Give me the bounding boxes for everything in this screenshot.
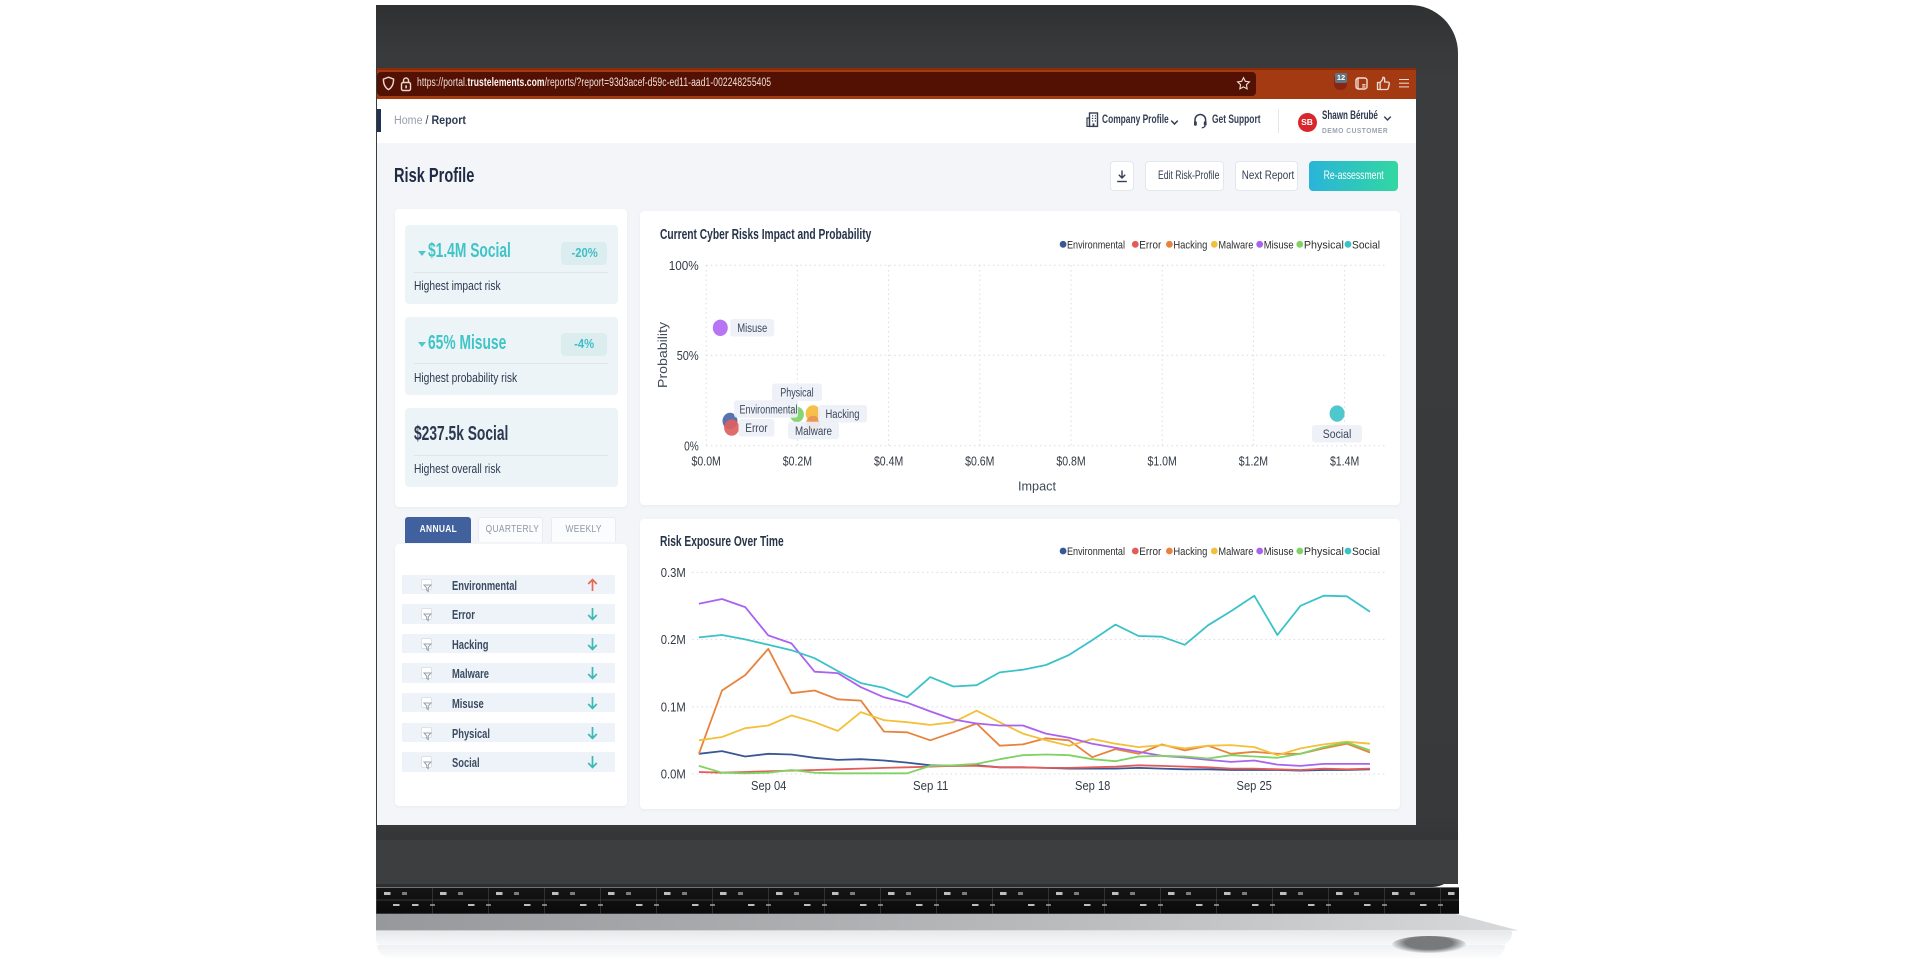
- svg-text:100%: 100%: [669, 258, 699, 273]
- svg-text:Physical: Physical: [1304, 546, 1344, 558]
- svg-text:Misuse: Misuse: [738, 321, 768, 335]
- svg-text:Social: Social: [1352, 240, 1380, 252]
- svg-text:Physical: Physical: [780, 386, 813, 400]
- svg-text:0.2M: 0.2M: [661, 632, 686, 647]
- svg-text:Misuse: Misuse: [1264, 546, 1294, 558]
- svg-text:$1.0M: $1.0M: [1148, 453, 1177, 468]
- svg-text:Sep 18: Sep 18: [1075, 778, 1110, 793]
- svg-text:Sep 25: Sep 25: [1237, 778, 1272, 793]
- svg-text:Probability: Probability: [655, 322, 670, 389]
- svg-text:Malware: Malware: [795, 424, 832, 438]
- svg-text:Environmental: Environmental: [740, 402, 798, 416]
- svg-text:0.3M: 0.3M: [661, 565, 686, 580]
- svg-text:Social: Social: [1323, 427, 1351, 441]
- svg-text:Malware: Malware: [1219, 240, 1254, 252]
- svg-text:Misuse: Misuse: [1264, 240, 1294, 252]
- svg-text:$0.2M: $0.2M: [783, 453, 812, 468]
- svg-text:Hacking: Hacking: [1174, 240, 1208, 252]
- svg-text:$1.2M: $1.2M: [1239, 453, 1268, 468]
- svg-text:Environmental: Environmental: [1067, 546, 1125, 558]
- svg-text:Physical: Physical: [1304, 240, 1344, 252]
- svg-text:Hacking: Hacking: [1174, 546, 1208, 558]
- svg-text:$0.6M: $0.6M: [965, 453, 994, 468]
- svg-text:Social: Social: [1352, 546, 1380, 558]
- svg-text:Malware: Malware: [1219, 546, 1254, 558]
- svg-text:Error: Error: [745, 421, 767, 435]
- svg-text:$0.8M: $0.8M: [1057, 453, 1086, 468]
- svg-text:$1.4M: $1.4M: [1330, 453, 1359, 468]
- svg-text:Environmental: Environmental: [1067, 240, 1125, 252]
- svg-text:Sep 04: Sep 04: [751, 778, 786, 793]
- svg-text:50%: 50%: [677, 348, 699, 363]
- svg-text:Sep 11: Sep 11: [913, 778, 948, 793]
- svg-text:$0.0M: $0.0M: [692, 453, 721, 468]
- svg-text:Hacking: Hacking: [826, 407, 860, 421]
- svg-text:Error: Error: [1140, 240, 1162, 252]
- svg-text:$0.4M: $0.4M: [874, 453, 903, 468]
- svg-text:0.1M: 0.1M: [661, 699, 686, 714]
- svg-text:0.0M: 0.0M: [661, 766, 686, 781]
- svg-text:Error: Error: [1140, 546, 1162, 558]
- svg-text:Impact: Impact: [1018, 479, 1056, 494]
- svg-text:0%: 0%: [684, 438, 699, 453]
